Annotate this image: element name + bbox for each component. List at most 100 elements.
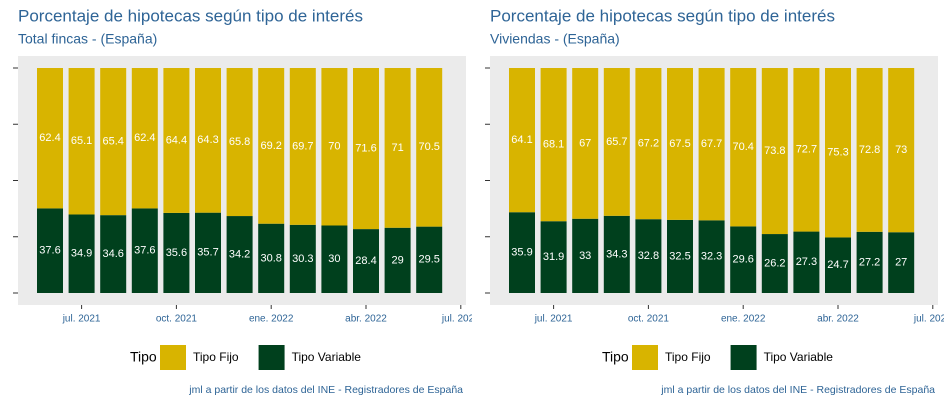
value-label: 71.6 <box>355 142 376 154</box>
value-label: 73.8 <box>764 145 785 157</box>
value-label: 28.4 <box>355 255 376 267</box>
value-label: 62.4 <box>134 132 155 144</box>
bar-segment <box>195 68 221 213</box>
chart-subtitle: Total fincas - (España) <box>18 31 157 47</box>
value-label: 27.2 <box>859 256 880 268</box>
bar-segment <box>353 68 379 230</box>
value-label: 34.2 <box>229 248 250 260</box>
value-label: 70 <box>328 141 340 153</box>
value-label: 35.7 <box>197 247 218 259</box>
chart-title: Porcentaje de hipotecas según tipo de in… <box>490 6 835 25</box>
bar-segment <box>163 212 190 293</box>
bar-segment <box>825 68 851 238</box>
bar-segment <box>163 68 190 213</box>
x-tick-label: jul. 2021 <box>534 314 573 325</box>
bar-segment <box>195 212 221 293</box>
value-label: 71 <box>391 142 403 154</box>
value-label: 64.4 <box>166 134 187 146</box>
value-label: 62.4 <box>39 132 60 144</box>
legend-label: Tipo Fijo <box>665 350 711 364</box>
bar-segment <box>572 218 599 293</box>
caption: jml a partir de los datos del INE - Regi… <box>188 384 463 396</box>
bar-segment <box>793 231 820 293</box>
bar-segment <box>37 208 63 293</box>
value-label: 30 <box>328 253 340 265</box>
bar-segment <box>100 68 127 216</box>
legend-swatch <box>632 345 658 370</box>
bar-segment <box>131 68 158 209</box>
value-label: 26.2 <box>764 257 785 269</box>
bar-segment <box>667 219 693 293</box>
value-label: 69.2 <box>260 140 281 152</box>
value-label: 70.4 <box>732 141 753 153</box>
bar-segment <box>37 68 63 209</box>
bar-segment <box>321 225 348 293</box>
bar-segment <box>761 68 788 235</box>
value-label: 64.1 <box>511 134 532 146</box>
chart-subtitle: Viviendas - (España) <box>490 31 620 47</box>
value-label: 65.7 <box>606 136 627 148</box>
value-label: 32.5 <box>669 250 690 262</box>
value-label: 34.3 <box>606 248 627 260</box>
legend-label: Tipo Variable <box>292 350 362 364</box>
bar-segment <box>825 237 851 293</box>
bar-segment <box>603 68 630 216</box>
bar-segment <box>416 68 443 227</box>
value-label: 73 <box>895 144 907 156</box>
x-tick-label: jul. 2022 <box>913 314 944 325</box>
chart: Porcentaje de hipotecas según tipo de in… <box>485 6 944 396</box>
bar-segment <box>761 234 788 293</box>
legend-label: Tipo Fijo <box>193 350 239 364</box>
bar-segment <box>416 226 443 293</box>
legend-swatch <box>258 345 285 370</box>
bar-segment <box>289 224 316 293</box>
value-label: 70.5 <box>418 141 439 153</box>
chart-title: Porcentaje de hipotecas según tipo de in… <box>18 6 363 25</box>
value-label: 24.7 <box>827 259 848 271</box>
value-label: 72.8 <box>859 144 880 156</box>
value-label: 64.3 <box>197 134 218 146</box>
value-label: 32.8 <box>638 250 659 262</box>
value-label: 35.9 <box>511 247 532 259</box>
legend-swatch <box>160 345 186 370</box>
x-tick-label: jul. 2021 <box>62 314 101 325</box>
value-label: 72.7 <box>796 144 817 156</box>
bar-segment <box>698 220 725 293</box>
caption: jml a partir de los datos del INE - Regi… <box>660 384 935 396</box>
value-label: 27.3 <box>796 256 817 268</box>
x-tick-label: ene. 2022 <box>721 314 766 325</box>
bar-segment <box>635 68 662 220</box>
value-label: 67.7 <box>701 138 722 150</box>
x-tick-label: abr. 2022 <box>817 314 859 325</box>
value-label: 35.6 <box>166 247 187 259</box>
bar-segment <box>572 68 599 219</box>
bar-segment <box>289 68 316 225</box>
bar-segment <box>384 68 411 228</box>
value-label: 65.4 <box>102 135 123 147</box>
bar-segment <box>667 68 693 220</box>
bar-segment <box>226 68 253 217</box>
value-label: 37.6 <box>134 245 155 257</box>
x-tick-label: oct. 2021 <box>628 314 670 325</box>
value-label: 34.9 <box>71 248 92 260</box>
bar-segment <box>856 231 883 293</box>
value-label: 67.5 <box>669 138 690 150</box>
bar-segment <box>793 68 820 232</box>
x-tick-label: oct. 2021 <box>156 314 198 325</box>
value-label: 32.3 <box>701 251 722 263</box>
value-label: 67.2 <box>638 138 659 150</box>
bar-segment <box>509 68 535 213</box>
value-label: 29.6 <box>732 254 753 266</box>
bar-segment <box>730 226 757 293</box>
bar-segment <box>68 68 95 215</box>
bar-segment <box>68 214 95 293</box>
value-label: 30.3 <box>292 253 313 265</box>
bar-segment <box>258 223 285 293</box>
bar-segment <box>603 215 630 293</box>
value-label: 65.8 <box>229 136 250 148</box>
value-label: 33 <box>579 250 591 262</box>
legend-title: Tipo <box>602 349 629 365</box>
bar-segment <box>540 221 567 293</box>
bar-segment <box>226 216 253 293</box>
